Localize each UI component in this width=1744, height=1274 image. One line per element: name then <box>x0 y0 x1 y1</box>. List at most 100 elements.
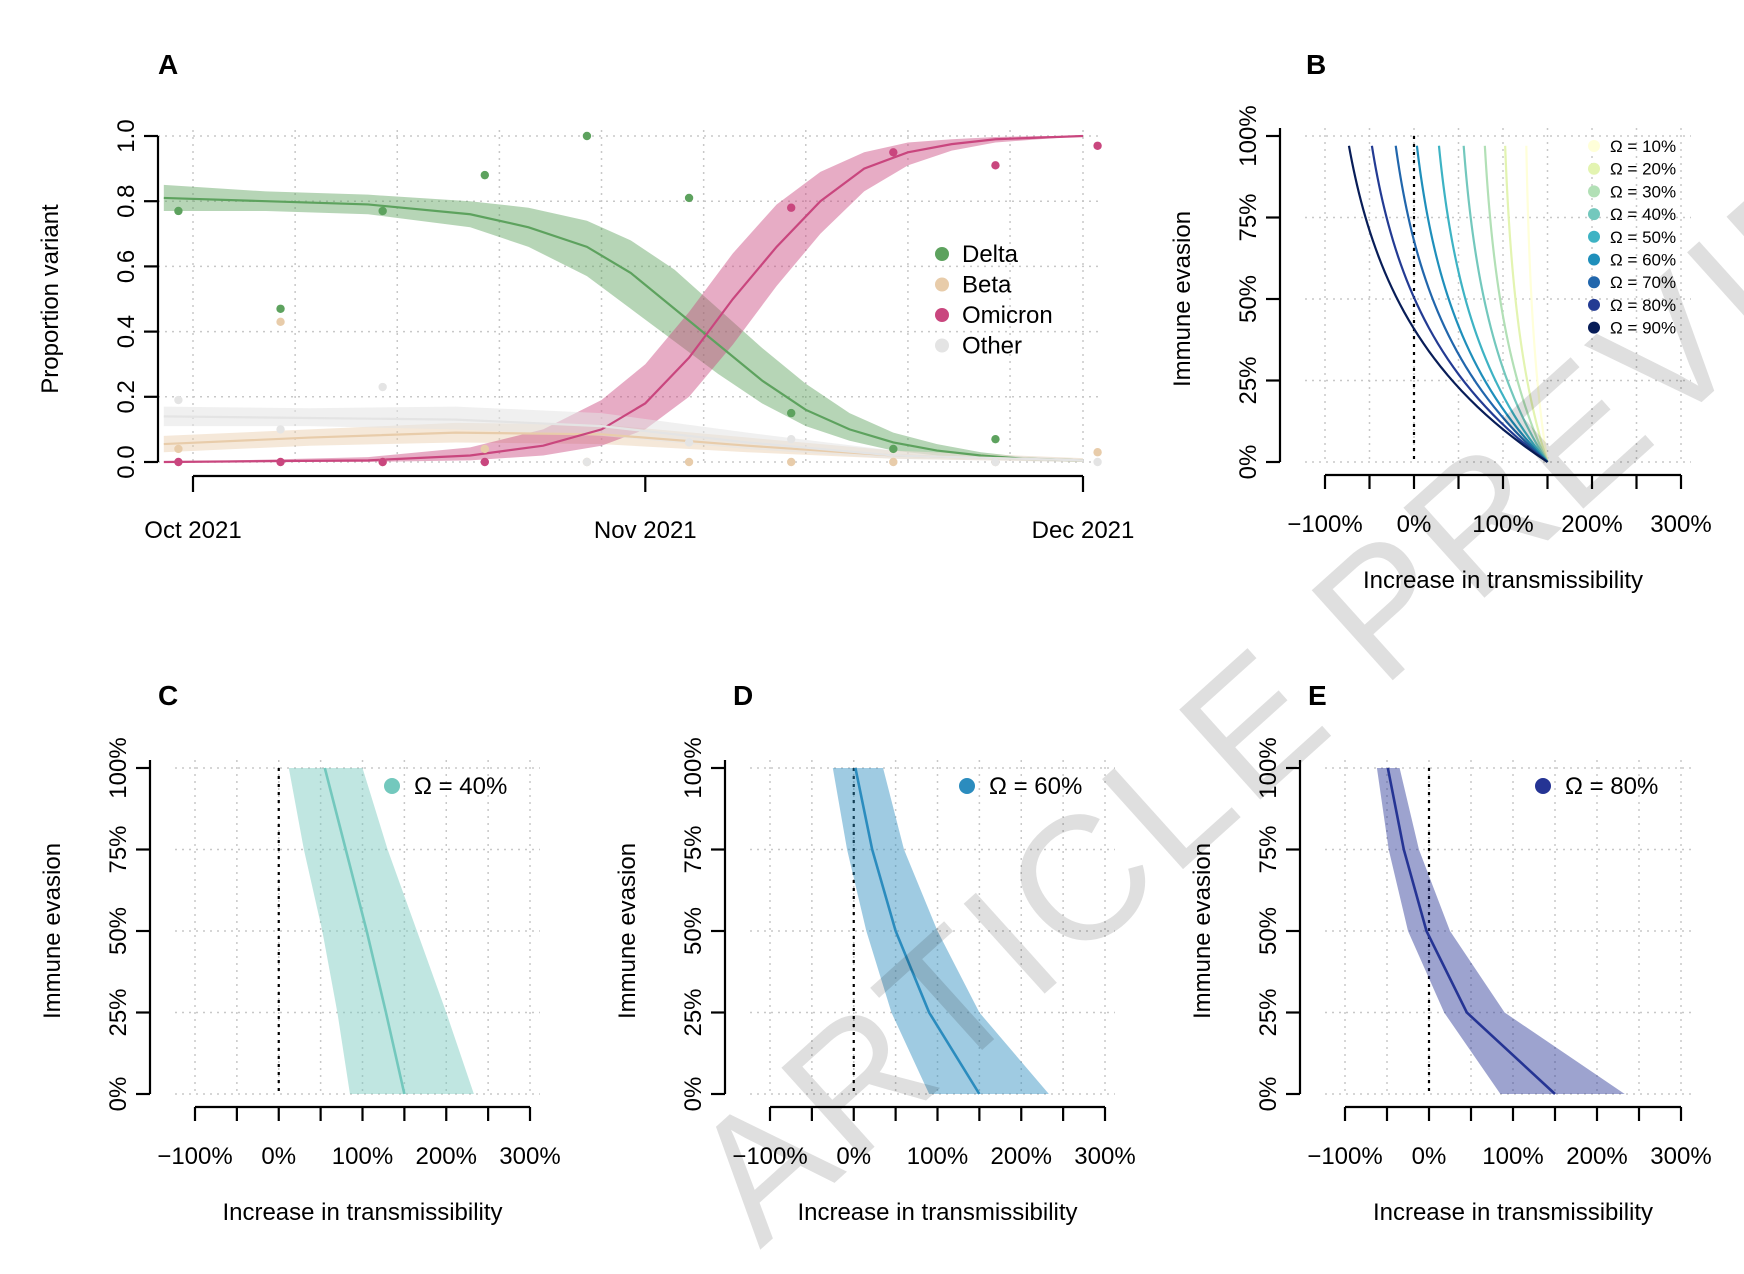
data-point-other <box>786 434 796 444</box>
data-point-beta <box>276 317 285 327</box>
legend-marker <box>1588 321 1600 334</box>
confidence-band <box>288 768 474 1094</box>
y-tick-label: 0% <box>1255 1077 1282 1112</box>
legend-marker <box>959 778 975 794</box>
legend-label: Ω = 50% <box>1610 228 1676 247</box>
data-point-delta <box>786 408 796 418</box>
legend-marker <box>1588 162 1600 175</box>
y-tick-label: 25% <box>680 988 707 1036</box>
curve-omega <box>1504 145 1549 463</box>
panel-e: E 0% 25% 50% 75% 100% Immune evasion −100% 0% 100… <box>1189 680 1712 1226</box>
x-tick-label: 200% <box>416 1143 477 1170</box>
legend-label-omicron: Omicron <box>962 302 1053 329</box>
y-tick-label: 50% <box>105 907 132 955</box>
y-tick-label: 0% <box>680 1077 707 1112</box>
y-axis-label: Proportion variant <box>37 204 64 394</box>
legend-marker <box>1535 778 1551 794</box>
data-point-other <box>991 457 1000 467</box>
data-point-beta <box>1093 448 1102 457</box>
y-tick-label: 100% <box>680 737 707 798</box>
y-axis-label: Immune evasion <box>39 843 66 1019</box>
data-point-delta <box>582 131 592 141</box>
ribbon-other <box>163 406 1083 462</box>
x-tick-label: 300% <box>499 1143 560 1170</box>
y-tick-label: 75% <box>1235 193 1262 241</box>
legend-label: Ω = 80% <box>1565 773 1658 800</box>
panel-c: C 0% 25% 50% 75% 100% Immune evasion −100% 0% 100… <box>39 680 561 1226</box>
panel-label: D <box>733 680 753 711</box>
panel-b: B 0% 25% 50% 75% 100% Immune evasion −100% 0% 100… <box>1169 49 1712 594</box>
x-tick-label: Oct 2021 <box>144 517 241 544</box>
x-tick-label: −100% <box>157 1143 232 1170</box>
y-tick-label: 0.0 <box>113 445 140 478</box>
panel-d: D 0% 25% 50% 75% 100% Immune evasion −100% 0% 100… <box>614 680 1136 1226</box>
y-tick-label: 75% <box>1255 825 1282 873</box>
legend-marker <box>1588 140 1600 152</box>
x-tick-label: 100% <box>907 1143 968 1170</box>
y-tick-label: 0.8 <box>113 185 140 218</box>
y-tick-label: 50% <box>1235 275 1262 323</box>
y-tick-label: 0% <box>105 1077 132 1112</box>
data-point-other <box>276 425 285 434</box>
panel-label: E <box>1308 680 1327 711</box>
x-tick-label: −100% <box>1287 511 1362 538</box>
x-tick-label: 0% <box>261 1143 296 1170</box>
y-axis-label: Immune evasion <box>1189 843 1216 1019</box>
legend-marker <box>1588 230 1600 243</box>
panel-label: C <box>158 680 178 711</box>
x-tick-label: −100% <box>1307 1143 1382 1170</box>
data-point-omicron <box>1093 141 1102 150</box>
legend-label-other: Other <box>962 333 1022 360</box>
data-point-omicron <box>174 457 183 467</box>
legend-label: Ω = 60% <box>1610 251 1676 270</box>
data-point-other <box>582 457 592 467</box>
confidence-band <box>832 768 1049 1094</box>
x-axis-label: Increase in transmissibility <box>222 1199 502 1226</box>
panel-label: A <box>158 49 178 80</box>
legend-label: Ω = 80% <box>1610 296 1676 315</box>
data-point-other <box>378 382 387 392</box>
legend-marker <box>1588 298 1600 311</box>
data-point-delta <box>889 444 898 454</box>
y-tick-label: 1.0 <box>113 119 140 152</box>
data-point-omicron <box>378 457 387 467</box>
curve-omega <box>1394 145 1549 463</box>
ribbon-delta <box>163 184 1083 462</box>
data-point-delta <box>684 193 694 203</box>
data-point-omicron <box>276 457 285 467</box>
fit-line-delta <box>163 196 1084 462</box>
y-axis-label: Immune evasion <box>614 843 641 1019</box>
y-tick-label: 0.6 <box>113 250 140 283</box>
x-tick-label: 0% <box>1412 1143 1447 1170</box>
curve-omega <box>1347 145 1549 463</box>
x-tick-label: Nov 2021 <box>594 517 697 544</box>
ribbon-omicron <box>163 136 1083 462</box>
legend-marker <box>1588 253 1600 266</box>
data-point-beta <box>786 457 796 467</box>
legend-marker <box>1588 185 1600 198</box>
legend-label: Ω = 70% <box>1610 273 1676 292</box>
x-tick-label: 200% <box>1566 1143 1627 1170</box>
legend-label: Ω = 40% <box>414 773 507 800</box>
x-tick-label: −100% <box>732 1143 807 1170</box>
legend-marker <box>384 778 400 794</box>
data-point-other <box>684 438 694 447</box>
y-tick-label: 50% <box>1255 907 1282 955</box>
data-point-beta <box>889 457 898 467</box>
data-point-beta <box>480 444 490 454</box>
x-tick-label: 0% <box>836 1143 871 1170</box>
y-tick-label: 100% <box>1255 737 1282 798</box>
y-tick-label: 0.4 <box>113 315 140 348</box>
fit-line <box>854 767 981 1095</box>
x-tick-label: 300% <box>1074 1143 1135 1170</box>
x-tick-label: 300% <box>1650 1143 1711 1170</box>
legend-label: Ω = 30% <box>1610 182 1676 201</box>
fit-line <box>323 767 406 1095</box>
fit-line <box>1386 767 1556 1095</box>
data-point-delta <box>174 206 183 216</box>
data-point-delta <box>991 434 1000 444</box>
curve-omega <box>1462 145 1549 463</box>
data-point-omicron <box>480 457 490 467</box>
x-axis-label: Increase in transmissibility <box>1373 1199 1653 1226</box>
y-tick-label: 25% <box>1235 356 1262 404</box>
